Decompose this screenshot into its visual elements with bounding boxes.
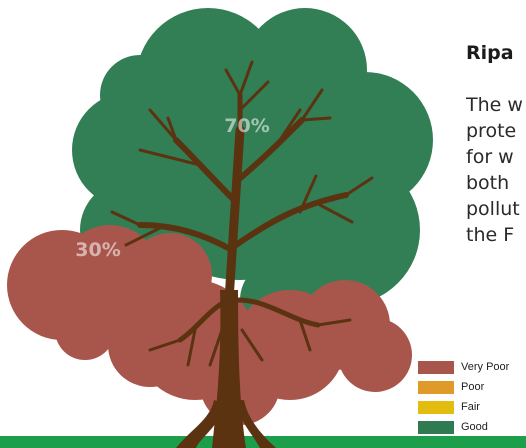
legend-label: Fair: [461, 401, 480, 413]
body-line: prote: [466, 120, 517, 142]
slice-label-good: 70%: [224, 115, 269, 137]
body-line: both: [466, 172, 510, 194]
panel-title: Ripa: [466, 42, 514, 64]
panel-body-text: The w prote for w both pollut the F: [466, 92, 526, 248]
legend-swatch: [418, 420, 454, 434]
body-line: for w: [466, 146, 514, 168]
tree-trunk: [110, 60, 374, 448]
chart-legend: Very Poor Poor Fair Good: [418, 357, 509, 437]
slice-label-very-poor: 30%: [75, 239, 120, 261]
legend-item-fair: Fair: [418, 397, 509, 417]
legend-item-very-poor: Very Poor: [418, 357, 509, 377]
legend-swatch: [418, 400, 454, 414]
legend-item-poor: Poor: [418, 377, 509, 397]
body-line: The w: [466, 94, 523, 116]
body-line: pollut: [466, 198, 520, 220]
legend-label: Very Poor: [461, 361, 510, 373]
legend-label: Good: [461, 421, 488, 433]
legend-label: Poor: [461, 381, 485, 393]
legend-item-good: Good: [418, 417, 509, 437]
legend-swatch: [418, 360, 454, 374]
body-line: the F: [466, 224, 515, 246]
legend-swatch: [418, 380, 454, 394]
